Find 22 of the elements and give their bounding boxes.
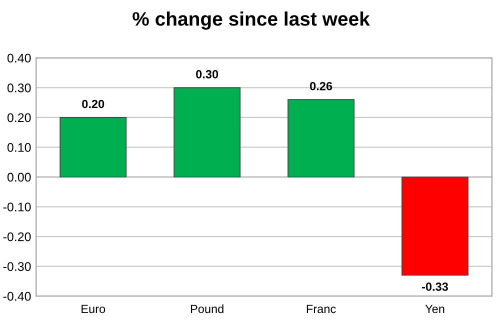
x-tick-label: Euro [82,304,106,314]
chart-title: % change since last week [132,12,370,30]
y-tick-label: -0.20 [3,232,31,242]
y-tick-label: 0.10 [7,143,31,152]
y-tick-label: 0.40 [7,54,31,63]
data-label: 0.26 [310,82,332,90]
y-tick-label: -0.40 [3,292,31,301]
data-label: 0.30 [196,70,218,78]
bar [402,176,468,276]
x-tick-label: Yen [425,304,444,314]
y-tick-label: 0.20 [7,113,31,122]
y-tick-label: -0.10 [3,202,31,212]
x-tick-label: Pound [190,304,224,314]
y-tick-label: 0.00 [7,172,31,182]
x-tick-label: Franc [306,304,336,314]
bar [174,87,241,178]
bar [288,99,354,178]
data-label: -0.33 [422,282,448,291]
bar [60,117,127,178]
y-tick-label: 0.30 [7,83,31,92]
y-tick-label: -0.30 [3,262,31,271]
data-label: 0.20 [82,100,104,108]
